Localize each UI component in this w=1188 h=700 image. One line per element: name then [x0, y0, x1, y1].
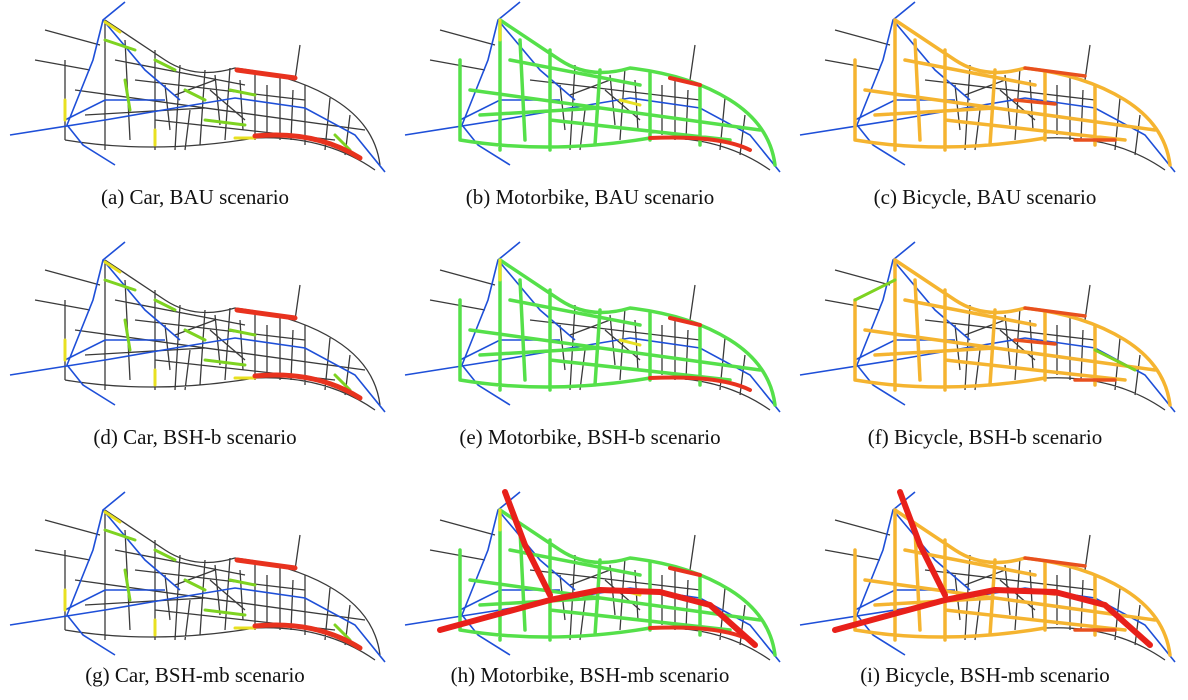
map-panel: [800, 492, 1175, 662]
map-panel: [800, 2, 1175, 172]
flow-overlay: [460, 260, 775, 405]
caption: (d) Car, BSH-b scenario: [93, 425, 296, 449]
caption: (f) Bicycle, BSH-b scenario: [868, 425, 1102, 449]
flow-overlay: [855, 260, 1170, 405]
map-panel: [405, 242, 780, 412]
map-panel: [800, 242, 1175, 412]
caption: (h) Motorbike, BSH-mb scenario: [451, 663, 730, 687]
caption: (e) Motorbike, BSH-b scenario: [459, 425, 720, 449]
road-network: [10, 2, 385, 172]
flow-overlay: [460, 20, 775, 165]
map-panel: [10, 492, 385, 662]
road-network: [10, 492, 385, 662]
caption: (i) Bicycle, BSH-mb scenario: [860, 663, 1110, 687]
caption: (g) Car, BSH-mb scenario: [85, 663, 305, 687]
map-panel: [10, 242, 385, 412]
road-network: [10, 242, 385, 412]
caption: (a) Car, BAU scenario: [101, 185, 289, 209]
caption: (b) Motorbike, BAU scenario: [466, 185, 714, 209]
flow-overlay: [855, 510, 1170, 655]
map-panel: [10, 2, 385, 172]
caption: (c) Bicycle, BAU scenario: [874, 185, 1097, 209]
map-panel: [405, 2, 780, 172]
flow-overlay: [855, 20, 1170, 165]
figure: (a) Car, BAU scenario (b) Motorbike, BAU…: [0, 0, 1188, 700]
flow-overlay: [460, 510, 775, 655]
map-panel: [405, 492, 780, 662]
